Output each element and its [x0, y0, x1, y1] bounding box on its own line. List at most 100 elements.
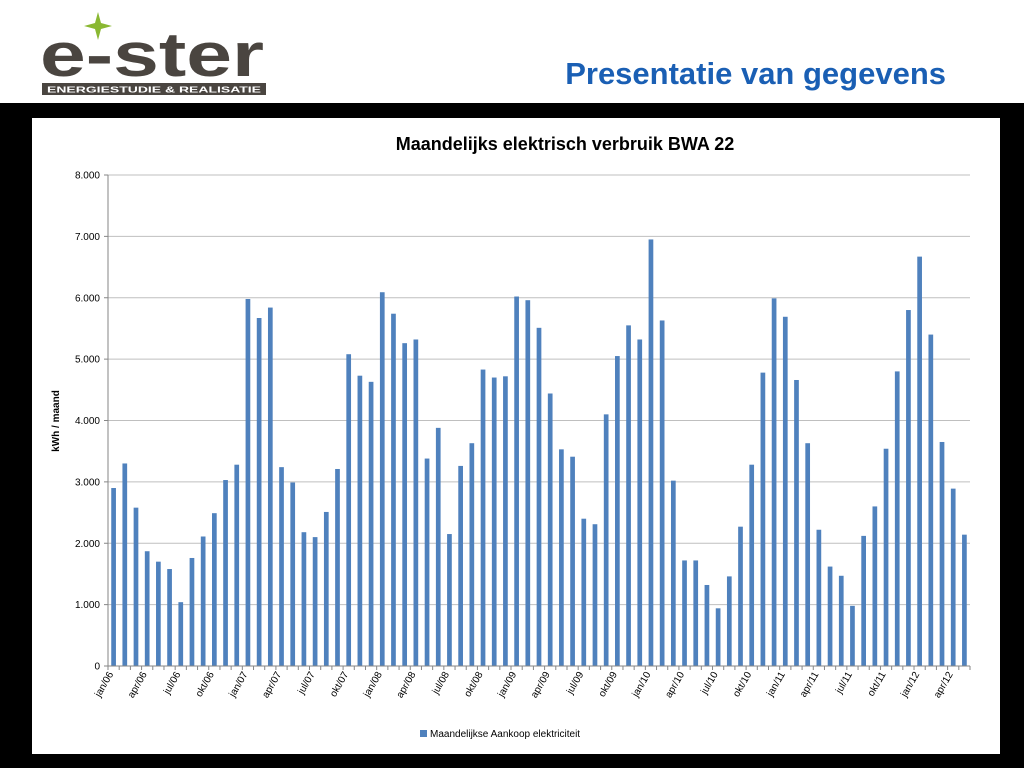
axes	[104, 174, 971, 670]
bar	[749, 464, 755, 666]
bar	[458, 465, 463, 666]
bar	[267, 307, 273, 666]
bar	[693, 560, 699, 666]
e-ster-logo: e-ster ENERGIESTUDIE & REALISATIE	[40, 12, 266, 95]
bar	[626, 325, 631, 666]
x-tick-label: jul/07	[296, 670, 318, 697]
slide-header: e-ster ENERGIESTUDIE & REALISATIE Presen…	[0, 0, 1024, 103]
y-tick-label: 6.000	[75, 293, 100, 304]
x-tick-label: apr/12	[932, 670, 956, 700]
bar	[872, 506, 878, 666]
bar	[906, 310, 911, 666]
bar	[189, 557, 195, 666]
bar	[962, 534, 967, 666]
bar	[167, 569, 172, 666]
bars	[111, 239, 967, 666]
x-tick-label: jan/12	[899, 670, 923, 700]
bar	[827, 566, 833, 666]
bar	[760, 372, 766, 666]
bar	[592, 524, 598, 666]
bar	[178, 602, 184, 666]
y-tick-label: 4.000	[75, 416, 100, 427]
logo-tagline-bar	[42, 83, 266, 95]
y-tick-label: 2.000	[75, 539, 100, 550]
bar	[301, 532, 307, 666]
x-tick-label: apr/11	[798, 670, 822, 700]
bar	[290, 482, 296, 666]
bar	[603, 414, 609, 666]
bar	[357, 375, 363, 666]
bar	[491, 377, 497, 666]
y-axis-label: kWh / maand	[51, 390, 62, 452]
x-tick-label: okt/08	[462, 670, 485, 699]
bar	[771, 298, 777, 666]
x-tick-label: apr/08	[395, 670, 419, 700]
x-tick-label: jan/10	[630, 670, 654, 700]
bar-chart: Maandelijks elektrisch verbruik BWA 22 k…	[51, 134, 971, 740]
y-tick-label: 7.000	[75, 232, 100, 243]
x-tick-labels: jan/06 apr/06 jul/06 okt/06 jan/07 apr/07 jul/…	[93, 670, 956, 700]
bar	[503, 376, 508, 666]
bar	[245, 298, 251, 666]
bar	[670, 480, 676, 666]
legend-label: Maandelijkse Aankoop elektriciteit	[430, 729, 580, 740]
x-tick-label: jul/10	[699, 670, 721, 697]
bar	[525, 300, 531, 666]
bar	[379, 292, 385, 666]
bar	[917, 256, 922, 666]
bar	[615, 356, 620, 666]
x-tick-label: jul/08	[430, 670, 452, 697]
chart-panel: Maandelijks elektrisch verbruik BWA 22 k…	[32, 118, 1000, 754]
bar	[883, 448, 889, 666]
bar	[547, 393, 553, 666]
bar	[816, 529, 822, 666]
bar	[928, 334, 934, 666]
bar	[368, 381, 374, 666]
bar	[682, 560, 687, 666]
bar	[861, 535, 867, 666]
bar	[950, 488, 956, 666]
x-tick-label: okt/09	[597, 670, 620, 699]
bar	[637, 339, 643, 666]
x-tick-label: jan/08	[361, 670, 385, 700]
x-tick-label: jul/06	[161, 670, 183, 697]
bar	[256, 318, 262, 666]
bar	[133, 507, 139, 666]
bar	[234, 464, 240, 666]
bar	[424, 458, 430, 666]
logo-tagline: ENERGIESTUDIE & REALISATIE	[47, 85, 262, 95]
x-tick-label: jul/09	[564, 670, 586, 697]
bar	[402, 343, 408, 666]
bar	[156, 561, 161, 666]
x-tick-label: apr/09	[529, 670, 553, 700]
y-tick-label: 5.000	[75, 355, 100, 366]
bar	[413, 339, 419, 666]
bar	[805, 443, 811, 666]
bar	[726, 576, 732, 666]
star-icon	[84, 12, 112, 40]
bar	[782, 316, 788, 666]
bar	[122, 463, 128, 666]
bar	[223, 480, 228, 666]
y-tick-label: 8.000	[75, 171, 100, 182]
bar	[715, 608, 721, 666]
bar	[559, 449, 564, 666]
logo-wordmark: e-ster	[40, 21, 264, 90]
bar	[939, 441, 945, 666]
legend-swatch	[420, 730, 427, 737]
bar	[111, 488, 116, 666]
bar	[480, 369, 486, 666]
x-tick-label: apr/06	[126, 670, 150, 700]
x-tick-label: jan/09	[496, 670, 520, 700]
bar	[447, 534, 452, 666]
bar	[894, 371, 900, 666]
bar	[312, 537, 318, 666]
x-tick-label: apr/10	[663, 670, 687, 700]
bar	[335, 468, 340, 666]
bar	[200, 536, 206, 666]
bar	[536, 327, 542, 666]
bar	[850, 605, 855, 666]
bar	[469, 443, 475, 666]
chart-title: Maandelijks elektrisch verbruik BWA 22	[396, 134, 734, 154]
x-tick-label: jul/11	[833, 670, 855, 697]
